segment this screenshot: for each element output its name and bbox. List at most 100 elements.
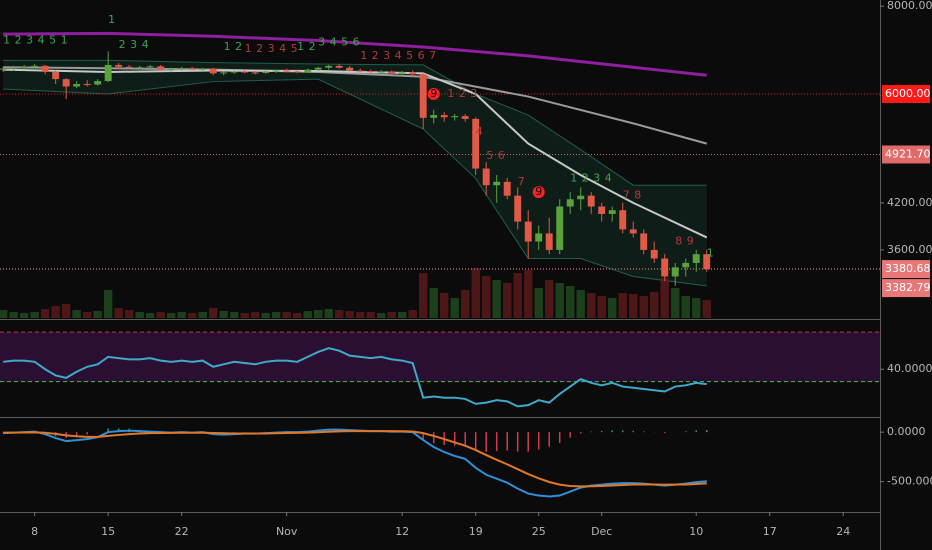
y-tick-label: 8000.00	[887, 0, 932, 12]
candle-body	[73, 84, 81, 87]
td-count: 1	[108, 13, 115, 26]
moving-average	[3, 68, 708, 239]
candle-body	[209, 68, 217, 74]
x-tick-label: 8	[31, 525, 38, 538]
volume-bar	[177, 312, 186, 318]
volume-bar	[9, 312, 18, 318]
candle-body	[535, 233, 543, 242]
volume-bar	[40, 309, 50, 318]
volume-bar	[324, 309, 333, 318]
volume-bar	[51, 306, 60, 318]
candle-body	[671, 267, 679, 277]
candle-body	[545, 233, 553, 250]
td-count: 1 2 3 4	[570, 171, 611, 184]
td-count: 1 2	[297, 40, 316, 53]
signal-marker	[532, 186, 545, 199]
volume-bar	[30, 312, 39, 318]
x-tick-label: 10	[689, 525, 703, 538]
candle-body	[503, 181, 511, 196]
candle-body	[398, 72, 406, 74]
volume-bar	[387, 312, 396, 318]
y-tick-label: -500.0000	[887, 475, 932, 488]
rsi-line	[3, 347, 707, 408]
volume-bar	[124, 310, 134, 318]
candle-body	[640, 233, 648, 250]
volume-bar	[534, 288, 543, 318]
candle-body	[524, 221, 532, 242]
candle-body	[440, 115, 448, 118]
volume-bar	[198, 312, 207, 318]
candle-body	[377, 71, 385, 73]
volume-bar	[555, 283, 564, 318]
volume-bar	[240, 313, 249, 318]
td-count: 1 2 3 4 5	[245, 42, 298, 55]
td-count: 5 6	[486, 149, 505, 162]
price-label: 4921.70	[885, 147, 931, 160]
candle-body	[356, 70, 364, 72]
volume-bar	[450, 298, 459, 318]
candle-body	[10, 67, 18, 69]
td-count: 1 2	[224, 40, 243, 53]
volume-bar	[492, 280, 501, 318]
volume-bar	[418, 273, 428, 318]
candle-body	[136, 67, 144, 69]
volume-bar	[250, 312, 260, 318]
volume-bar	[61, 304, 71, 318]
candle-body	[283, 70, 291, 72]
signal-marker	[427, 88, 440, 101]
candle-body	[115, 64, 123, 67]
candle-body	[598, 206, 606, 214]
td-count: 1 2 3 4 5 6 7	[360, 49, 436, 62]
volume-bar	[313, 310, 323, 318]
volume-bar	[608, 298, 617, 318]
candle-body	[629, 229, 637, 234]
price-label: 3380.68	[885, 262, 931, 275]
volume-bar	[681, 296, 690, 318]
volume-bar	[503, 283, 512, 318]
volume-bar	[618, 293, 627, 318]
candle-body	[52, 71, 60, 80]
volume-bar	[692, 298, 701, 318]
volume-bar	[545, 280, 554, 318]
volume-bar	[303, 311, 312, 318]
x-tick-label: 22	[175, 525, 189, 538]
volume-bar	[19, 313, 29, 318]
candle-body	[472, 118, 480, 169]
candle-body	[104, 64, 112, 82]
volume-bar	[397, 312, 407, 318]
volume-bar	[271, 312, 281, 318]
volume-bar	[576, 290, 585, 318]
y-tick-label: 40.0000	[887, 362, 932, 375]
volume-bar	[629, 294, 638, 318]
volume-bar	[208, 308, 218, 318]
volume-bar	[513, 273, 522, 318]
candle-body	[94, 81, 102, 85]
candle-body	[0, 68, 7, 70]
candle-body	[178, 68, 186, 70]
price-label-box	[882, 260, 930, 279]
candle-body	[325, 65, 333, 68]
candle-body	[661, 258, 669, 277]
candle-body	[493, 181, 501, 186]
candle-body	[251, 72, 259, 74]
candle-body	[608, 210, 616, 214]
x-tick-label: 12	[395, 525, 409, 538]
x-tick-label: 15	[101, 525, 115, 538]
volume-bar	[671, 288, 680, 318]
macd-line	[3, 430, 707, 488]
volume-bar	[282, 312, 291, 318]
candle-body	[566, 199, 574, 207]
td-count: 1 2 3 4 5 1	[3, 34, 67, 47]
candle-body	[514, 195, 522, 222]
candle-body	[451, 116, 459, 118]
volume-bar	[187, 313, 197, 318]
volume-bar	[229, 312, 239, 318]
volume-bar	[639, 296, 648, 318]
price-label-box	[882, 279, 930, 298]
volume-bar	[702, 300, 711, 318]
volume-bar	[261, 313, 270, 318]
candle-body	[346, 67, 354, 71]
volume-bar	[72, 310, 81, 318]
price-label: 3382.79	[885, 281, 931, 294]
